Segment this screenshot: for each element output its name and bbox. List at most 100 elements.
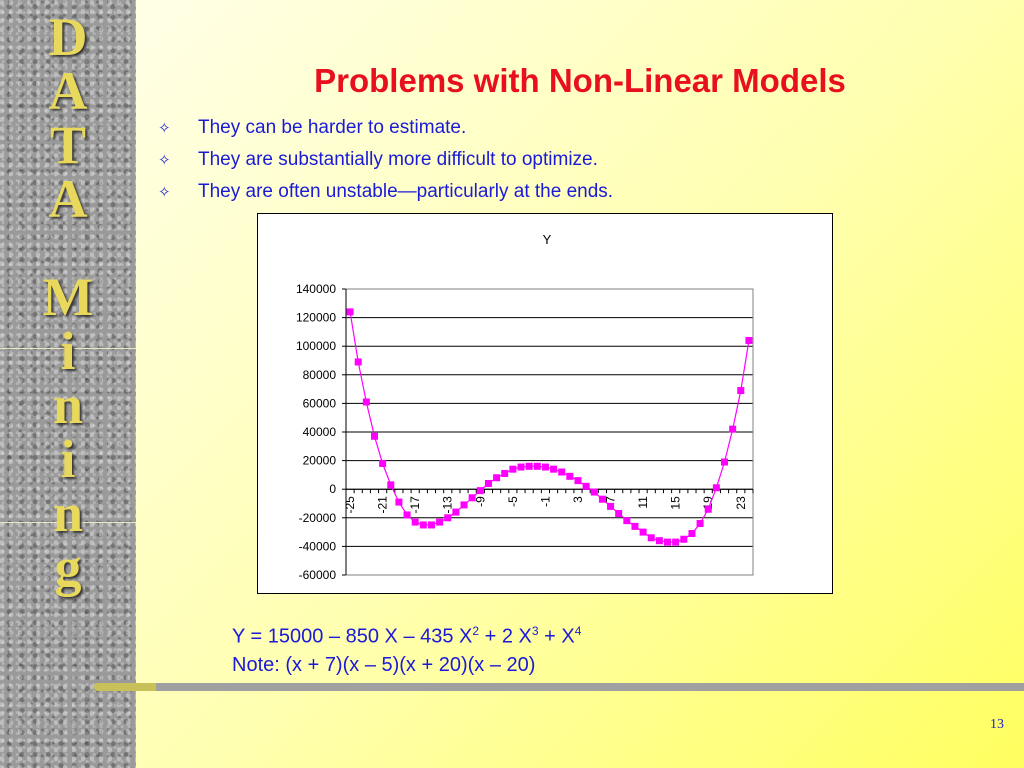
y-tick-label: 20000	[303, 454, 337, 468]
data-point	[484, 479, 492, 487]
sidebar-letter: M	[42, 267, 94, 327]
four-point-star-icon: ✧	[158, 152, 171, 169]
x-tick-label: 23	[734, 496, 748, 510]
sidebar-letter: n	[52, 483, 84, 543]
sidebar-gap	[0, 226, 136, 270]
y-tick-label: 0	[329, 482, 336, 496]
y-tick-label: 120000	[296, 311, 336, 325]
data-point	[590, 488, 598, 496]
four-point-star-icon: ✧	[158, 120, 171, 137]
x-tick-label: -13	[441, 496, 455, 514]
data-point	[737, 387, 745, 395]
data-point	[427, 521, 435, 529]
data-point	[712, 484, 720, 492]
data-point	[598, 495, 606, 503]
line-chart: Y 140000 120000 100000 80000 60000 40000 20000 0…	[296, 232, 754, 582]
data-point	[558, 468, 566, 476]
four-point-star-icon: ✧	[158, 184, 171, 201]
data-point	[460, 501, 468, 509]
data-point	[745, 336, 753, 344]
x-tick-label: 11	[636, 496, 650, 509]
data-point	[419, 521, 427, 529]
data-point	[721, 458, 729, 466]
equation-text: + 2 X	[479, 625, 532, 648]
equation-line: Y = 15000 – 850 X – 435 X2 + 2 X3 + X4	[232, 617, 581, 651]
data-point	[346, 308, 354, 316]
data-point	[647, 534, 655, 542]
bullet-item: ✧ They can be harder to estimate.	[158, 112, 858, 144]
data-point	[493, 474, 501, 482]
sidebar-letter: i	[60, 321, 76, 381]
x-tick-label: -21	[376, 496, 390, 514]
data-point	[607, 502, 615, 510]
note-line: Note: (x + 7)(x – 5)(x + 20)(x – 20)	[232, 653, 536, 676]
bullet-item: ✧ They are often unstable—particularly a…	[158, 176, 858, 208]
data-point	[517, 463, 525, 471]
y-tick-label: -20000	[299, 511, 337, 525]
data-point	[452, 508, 460, 516]
page-number: 13	[990, 717, 1004, 732]
exponent: 2	[472, 624, 480, 638]
exponent: 3	[531, 624, 539, 638]
data-point	[631, 522, 639, 530]
data-point	[639, 528, 647, 536]
data-point	[436, 518, 444, 526]
data-point	[387, 481, 395, 489]
data-point	[509, 465, 517, 473]
y-tick-label: 140000	[296, 282, 336, 296]
data-point	[444, 514, 452, 522]
bullet-item: ✧ They are substantially more difficult …	[158, 144, 858, 176]
x-tick-label: 15	[669, 496, 683, 510]
data-point	[704, 505, 712, 513]
bullet-text: They are often unstable—particularly at …	[198, 181, 614, 202]
bullet-text: They are substantially more difficult to…	[198, 149, 598, 170]
chart-title: Y	[543, 232, 552, 247]
equation-block: Y = 15000 – 850 X – 435 X2 + 2 X3 + X4 N…	[232, 617, 581, 679]
data-point	[525, 462, 533, 470]
sidebar-letter: T	[49, 115, 87, 175]
data-point	[623, 517, 631, 525]
data-point	[379, 459, 387, 467]
bullet-text: They can be harder to estimate.	[198, 117, 467, 138]
slide-title: Problems with Non-Linear Models	[314, 62, 846, 99]
data-point	[729, 425, 737, 433]
sidebar-letter: g	[54, 537, 82, 597]
data-point	[615, 510, 623, 518]
data-point	[403, 511, 411, 519]
data-point	[664, 538, 672, 546]
sidebar-letter: n	[52, 375, 84, 435]
data-point	[411, 518, 419, 526]
data-point	[468, 494, 476, 502]
sidebar-letter: D	[48, 7, 88, 67]
data-point	[696, 520, 704, 528]
sidebar-vertical-title: D A T A M i n i n g	[0, 10, 136, 594]
x-tick-label: -9	[473, 496, 487, 507]
y-tick-label: 40000	[303, 425, 337, 439]
data-point	[672, 538, 680, 546]
data-point	[354, 358, 362, 366]
x-tick-label: 7	[604, 496, 618, 503]
x-tick-label: -25	[343, 496, 357, 514]
sidebar-letter: A	[48, 169, 88, 229]
data-point	[476, 487, 484, 495]
sidebar-letter: i	[60, 429, 76, 489]
y-tick-label: -40000	[299, 539, 337, 553]
sidebar-letter: A	[48, 61, 88, 121]
y-tick-label: 60000	[303, 396, 337, 410]
data-point	[680, 535, 688, 543]
equation-text: + X	[538, 625, 575, 648]
data-point	[370, 432, 378, 440]
data-point	[550, 465, 558, 473]
x-tick-label: -1	[538, 496, 552, 507]
data-point	[582, 482, 590, 490]
data-point	[533, 462, 541, 470]
sidebar-divider	[0, 348, 136, 349]
chart-frame: Y 140000 120000 100000 80000 60000 40000 20000 0…	[257, 213, 833, 594]
data-point	[541, 463, 549, 471]
data-point	[655, 537, 663, 545]
x-tick-label: -17	[408, 496, 422, 514]
data-point	[395, 498, 403, 506]
data-point	[362, 398, 370, 406]
exponent: 4	[574, 624, 582, 638]
data-point	[574, 477, 582, 485]
